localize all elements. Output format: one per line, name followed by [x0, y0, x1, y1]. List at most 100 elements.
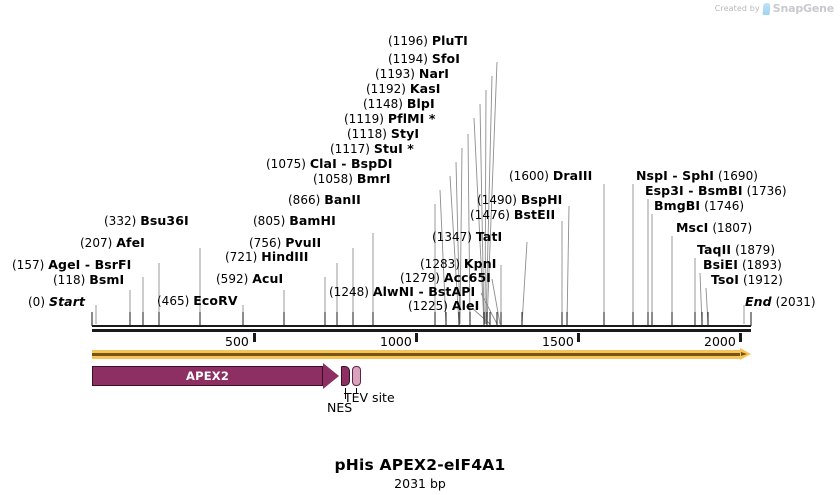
site-position: (1194): [388, 52, 428, 66]
site-label-esp3i-bsmbi[interactable]: Esp3I - BsmBI (1736): [645, 183, 787, 198]
site-position: (1746): [704, 199, 745, 213]
site-name: BstEII: [513, 207, 556, 222]
feature-apex2[interactable]: APEX2: [92, 363, 339, 389]
site-position: (1196): [388, 34, 428, 48]
site-label-msci[interactable]: MscI (1807): [676, 220, 753, 235]
site-label-alwni-bstapi[interactable]: (1248) AlwNI - BstAPI: [329, 285, 475, 298]
site-name: MscI: [676, 220, 709, 235]
watermark-brand: SnapGene: [772, 2, 834, 15]
feature-tev-label: TEV site: [344, 390, 395, 405]
site-name: PflMI *: [387, 111, 436, 126]
site-label-start[interactable]: (0) Start: [28, 295, 85, 309]
span-arrowhead-icon: [740, 348, 751, 360]
feature-nes[interactable]: [341, 366, 350, 386]
site-position: (465): [157, 294, 190, 308]
site-name: BsiEI: [703, 257, 738, 272]
site-label-agei-bsrfi[interactable]: (157) AgeI - BsrFI: [12, 257, 132, 272]
site-label-taqii[interactable]: TaqII (1879): [697, 242, 775, 257]
site-name: SfoI: [431, 51, 460, 66]
ruler-tick-2000: [739, 333, 742, 342]
site-label-bsu36i[interactable]: (332) Bsu36I: [104, 214, 189, 228]
site-label-stui[interactable]: (1117) StuI *: [330, 141, 414, 156]
site-name: StyI: [390, 126, 420, 141]
site-position: (1118): [347, 127, 387, 141]
site-position: (1807): [712, 221, 753, 235]
site-name: TsoI: [711, 272, 739, 287]
site-name: KasI: [409, 81, 441, 96]
site-position: (1117): [330, 142, 370, 156]
site-label-clai-bspdi[interactable]: (1075) ClaI - BspDI: [266, 157, 392, 170]
site-name: KpnI: [463, 256, 497, 271]
site-label-hindiii[interactable]: (721) HindIII: [225, 249, 309, 264]
site-name: AleI: [451, 298, 480, 313]
site-name: End: [745, 294, 772, 309]
site-position: (2031): [775, 295, 816, 309]
site-position: (592): [216, 272, 249, 286]
site-label-bsmi[interactable]: (118) BsmI: [53, 273, 124, 286]
site-position: (1225): [408, 299, 448, 313]
site-position: (721): [225, 250, 258, 264]
site-name: AgeI - BsrFI: [48, 257, 132, 272]
site-name: BmgBI: [654, 198, 701, 213]
site-name: Acc65I: [443, 270, 492, 285]
site-label-kasi[interactable]: (1192) KasI: [366, 81, 441, 96]
site-position: (1879): [735, 243, 775, 257]
site-label-bstell[interactable]: (1476) BstEII: [470, 207, 556, 222]
site-label-alei[interactable]: (1225) AleI: [408, 298, 480, 313]
snapgene-watermark: Created by SnapGene: [715, 2, 834, 15]
site-label-blpi[interactable]: (1148) BlpI: [363, 96, 435, 111]
site-label-end[interactable]: End (2031): [745, 294, 816, 309]
site-label-kpni[interactable]: (1283) KpnI: [420, 256, 497, 271]
site-label-pflmi[interactable]: (1119) PflMI *: [344, 111, 436, 126]
site-name: NarI: [418, 66, 450, 81]
site-label-bsphi[interactable]: (1490) BspHI: [477, 193, 562, 207]
site-position: (805): [253, 214, 286, 228]
site-name: BmrI: [356, 171, 391, 186]
site-name: BanII: [324, 192, 361, 207]
full-length-span-arrow: [92, 348, 751, 360]
site-position: (756): [249, 236, 282, 250]
site-label-bamhi[interactable]: (805) BamHI: [253, 213, 336, 228]
site-position: (1279): [400, 271, 440, 285]
site-position: (1058): [313, 172, 353, 186]
site-label-pvuii[interactable]: (756) PvuII: [249, 236, 321, 250]
site-label-bmri[interactable]: (1058) BmrI: [313, 171, 391, 186]
nes-leader-line: [345, 388, 346, 399]
plasmid-length: 2031 bp: [394, 476, 446, 491]
sequence-ruler-line-bottom: [92, 329, 751, 332]
site-label-bsiei[interactable]: BsiEI (1893): [703, 257, 782, 272]
site-name: StuI *: [373, 141, 414, 156]
site-label-afei[interactable]: (207) AfeI: [80, 236, 145, 249]
site-label-acc65i[interactable]: (1279) Acc65I: [400, 270, 492, 285]
site-name: TaqII: [697, 242, 732, 257]
site-name: Esp3I - BsmBI: [645, 183, 743, 198]
site-label-sfoi[interactable]: (1194) SfoI: [388, 51, 460, 66]
site-label-nari[interactable]: (1193) NarI: [375, 66, 450, 81]
site-name: HindIII: [261, 249, 309, 264]
site-name: NspI - SphI: [636, 168, 714, 183]
site-position: (1490): [477, 193, 517, 207]
feature-apex2-label: APEX2: [185, 369, 230, 383]
site-position: (1736): [746, 184, 787, 198]
site-position: (332): [104, 214, 137, 228]
site-position: (1192): [366, 82, 406, 96]
site-label-nspi-sphi[interactable]: NspI - SphI (1690): [636, 168, 758, 183]
site-position: (0): [28, 295, 45, 309]
site-label-styi[interactable]: (1118) StyI: [347, 126, 420, 141]
site-label-tati[interactable]: (1347) TatI: [432, 229, 503, 244]
feature-tev-site[interactable]: [352, 366, 361, 386]
ruler-tick-500: [253, 333, 256, 342]
site-label-ecorv[interactable]: (465) EcoRV: [157, 294, 238, 308]
site-label-draiii[interactable]: (1600) DraIII: [509, 169, 592, 182]
site-name: BlpI: [406, 96, 435, 111]
feature-apex2-body: [92, 366, 323, 386]
site-name: BamHI: [289, 213, 336, 228]
site-name: TatI: [475, 229, 503, 244]
ruler-label-1000: 1000: [380, 334, 412, 349]
site-label-bmgbi[interactable]: BmgBI (1746): [654, 198, 745, 213]
site-label-banii[interactable]: (866) BanII: [288, 192, 361, 207]
site-label-acui[interactable]: (592) AcuI: [216, 272, 283, 286]
site-label-tsoi[interactable]: TsoI (1912): [711, 272, 783, 287]
site-label-pluti[interactable]: (1196) PluTI: [388, 34, 468, 48]
snapgene-logo-icon: [762, 2, 771, 15]
